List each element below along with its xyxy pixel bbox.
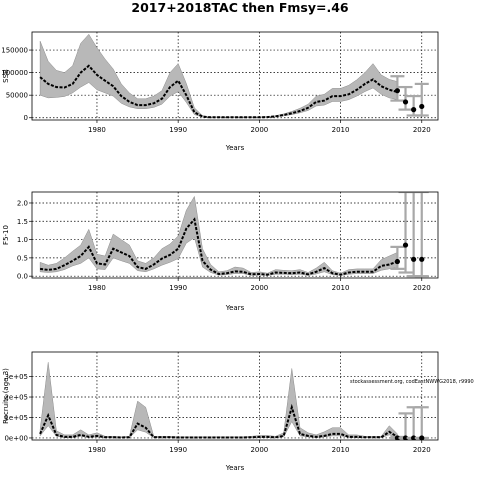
x-tick-label: 2020 (413, 446, 431, 454)
forecast-point (411, 107, 417, 113)
x-tick-label: 1990 (169, 284, 187, 292)
forecast-point (419, 435, 425, 440)
forecast-point (394, 258, 400, 265)
x-tick-label: 1980 (88, 126, 106, 134)
panel-recruits: 1980 1990 2000 2010 2020 0e+00 1e+05 2e+05 3e+05… (2, 351, 439, 472)
y-tick-label: 0 (24, 114, 28, 122)
x-tick-label: 2010 (332, 126, 350, 134)
y-tick-label: 1.5 (17, 218, 28, 226)
watermark-text: stockassessment.org, codEastNWWG2018, r9… (350, 379, 474, 385)
y-tick-label: 3e+05 (4, 373, 28, 381)
plot-area (39, 33, 429, 119)
confidence-band (39, 195, 398, 276)
forecast-point (402, 99, 409, 105)
estimate-line (39, 64, 398, 119)
x-tick-label: 1990 (169, 126, 187, 134)
y-axis-label: Recruits (age 3) (2, 368, 10, 424)
confidence-band (39, 33, 398, 118)
y-tick-label: 0.0 (17, 273, 28, 281)
plot-area (39, 362, 429, 440)
forecast-point (394, 88, 400, 94)
x-axis-label: Years (225, 304, 245, 312)
x-tick-label: 2020 (413, 284, 431, 292)
panel-frame (31, 351, 439, 441)
x-tick-label: 1980 (88, 284, 106, 292)
y-axis-label: F5-10 (2, 225, 10, 245)
y-tick-label: 150000 (1, 47, 28, 55)
y-tick-label: 1e+05 (4, 414, 28, 422)
panel-fbar: 1980 1990 2000 2010 2020 0.0 0.5 1.0 1.5 2.0 Years… (2, 191, 439, 312)
x-tick-label: 2010 (332, 284, 350, 292)
x-tick-label: 1980 (88, 446, 106, 454)
x-tick-label: 1990 (169, 446, 187, 454)
panel-frame (31, 191, 439, 279)
figure-title: 2017+2018TAC then Fmsy=.46 (131, 0, 348, 15)
y-tick-label: 0e+00 (4, 434, 28, 442)
y-tick-label: 2.0 (17, 199, 28, 207)
y-tick-label: 50000 (6, 92, 28, 100)
forecast-point (419, 103, 425, 110)
panel-frame (31, 31, 439, 121)
y-tick-label: 1.0 (17, 236, 28, 244)
confidence-band (39, 362, 398, 439)
panel-ssb: 1980 1990 2000 2010 2020 0 50000 100000 150000 Ye… (1, 31, 439, 152)
forecast-point (419, 256, 425, 262)
x-axis-label: Years (225, 464, 245, 472)
forecast-point (411, 256, 417, 262)
x-tick-label: 2010 (332, 446, 350, 454)
plot-area (39, 192, 429, 278)
x-tick-label: 2000 (250, 446, 268, 454)
estimate-line (39, 403, 398, 439)
y-tick-label: 0.5 (17, 254, 28, 262)
forecast-point (402, 242, 409, 248)
x-axis-label: Years (225, 144, 245, 152)
estimate-line (39, 217, 398, 276)
panels-group: 1980 1990 2000 2010 2020 0 50000 100000 150000 Ye… (1, 31, 439, 472)
y-tick-label: 100000 (1, 69, 28, 77)
y-axis-label: SSB (2, 69, 10, 83)
x-tick-label: 2020 (413, 126, 431, 134)
y-tick-label: 2e+05 (4, 394, 28, 402)
x-tick-label: 2000 (250, 126, 268, 134)
x-tick-label: 2000 (250, 284, 268, 292)
